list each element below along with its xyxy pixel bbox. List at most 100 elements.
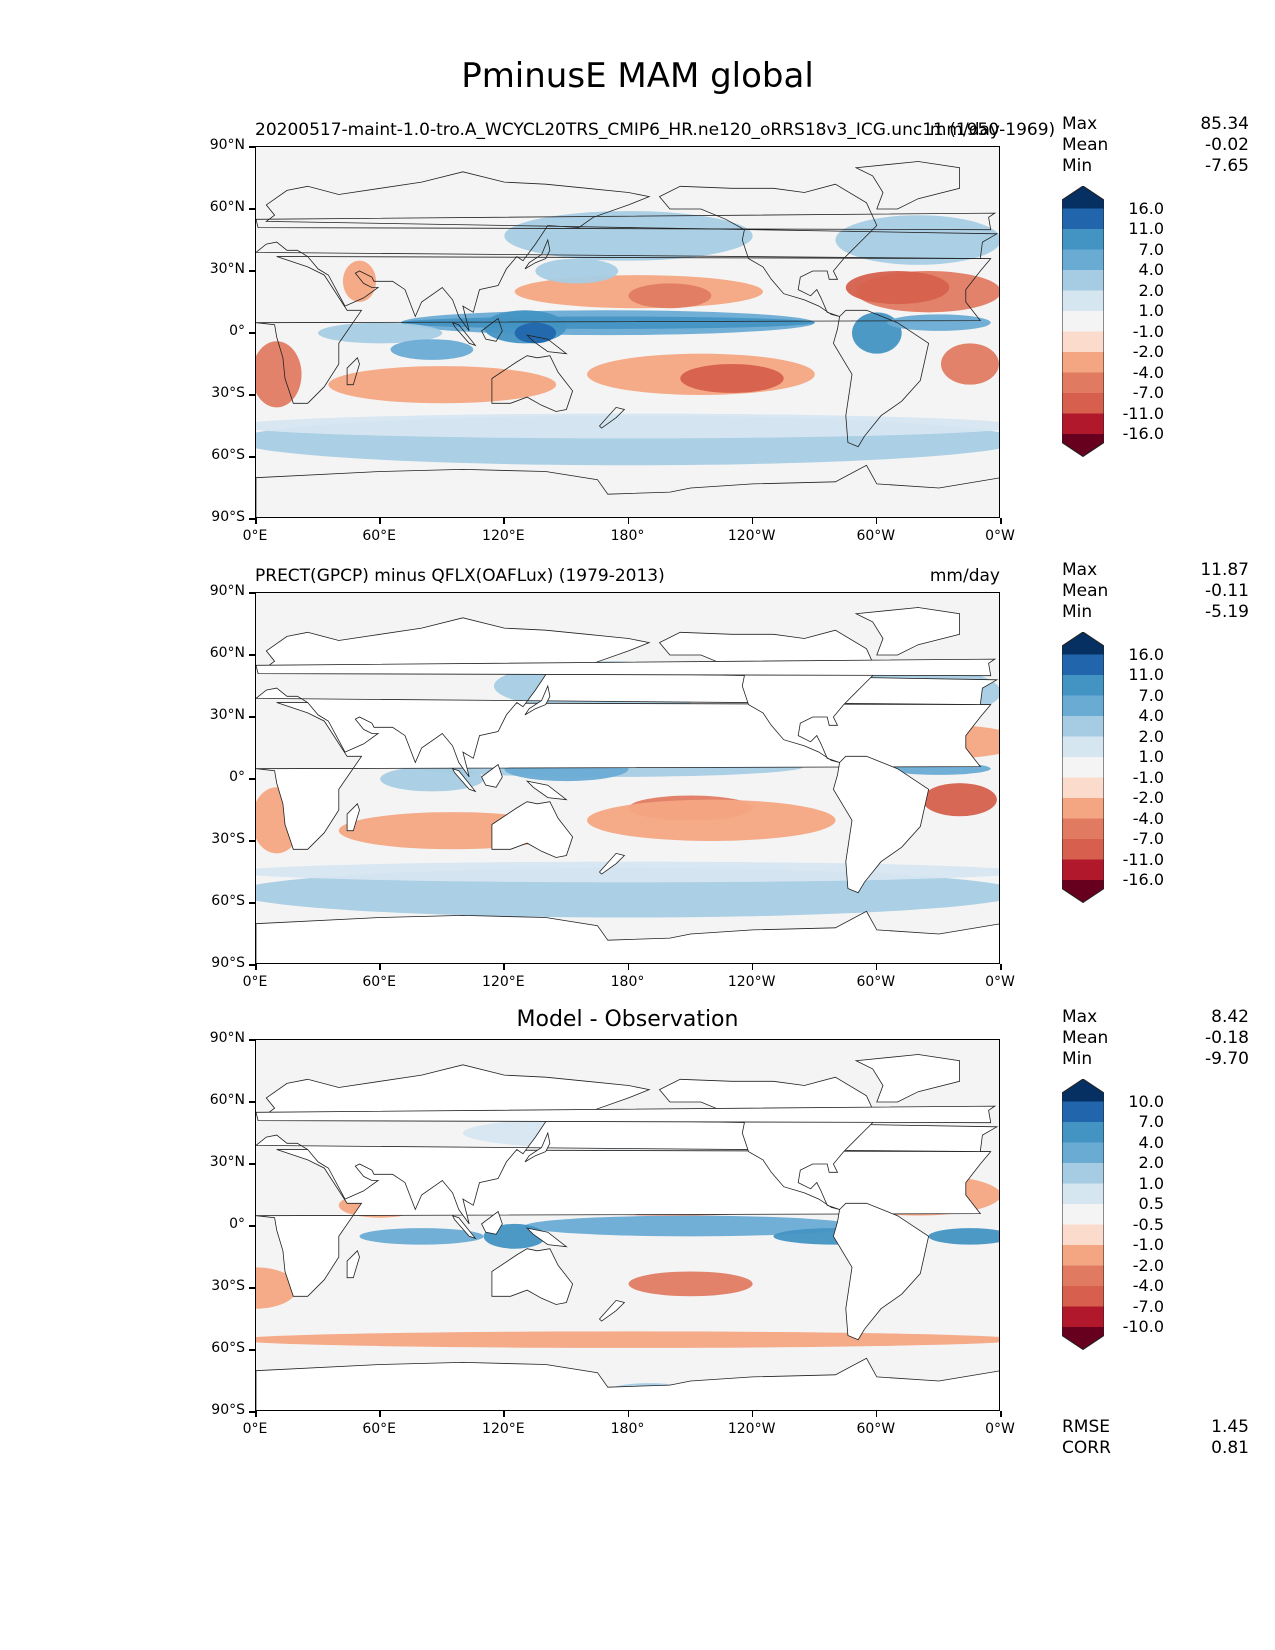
coastline-antarctica	[256, 464, 999, 517]
lat-tick	[249, 1163, 255, 1165]
field-contour	[628, 1271, 753, 1297]
lon-label: 0°E	[242, 1421, 268, 1437]
colorbar-swatch	[1062, 1079, 1104, 1102]
field-contour	[535, 258, 619, 284]
lon-label: 180°	[610, 528, 645, 544]
coastline-nz	[598, 852, 626, 875]
map-panel	[255, 146, 1000, 518]
lon-label: 120°E	[482, 528, 525, 544]
lon-tick	[1000, 1411, 1002, 1417]
lat-tick	[249, 394, 255, 396]
colorbar-swatch	[1062, 1142, 1104, 1163]
coastline-uk	[256, 658, 997, 677]
colorbar-tick-label: -16.0	[1122, 870, 1164, 889]
coastline-greenland	[854, 607, 960, 656]
field-contour	[342, 260, 377, 302]
lat-tick	[249, 208, 255, 210]
lon-label: 120°W	[727, 528, 776, 544]
lon-tick	[627, 1411, 629, 1417]
colorbar-tick-label: 4.0	[1138, 1132, 1164, 1152]
lon-tick	[255, 1411, 257, 1417]
lon-label: 0°W	[985, 1421, 1015, 1437]
colorbar-swatch	[1062, 434, 1104, 457]
lon-tick	[379, 518, 381, 524]
colorbar-tick-label: -2.0	[1132, 788, 1164, 807]
coastline-japan	[524, 1131, 551, 1163]
lon-label: 60°W	[856, 528, 896, 544]
field-contour	[680, 364, 784, 393]
coastline-madagascar	[346, 1250, 360, 1279]
colorbar-tick-label: 2.0	[1138, 280, 1164, 300]
lat-label: 90°N	[209, 1030, 245, 1046]
lat-tick	[249, 592, 255, 594]
lon-tick	[627, 518, 629, 524]
stat-value-max: 11.87	[1200, 560, 1249, 580]
colorbar-tick-label: 7.0	[1138, 239, 1164, 259]
colorbar-swatch	[1062, 311, 1104, 332]
coastline-madagascar	[346, 357, 360, 386]
lat-tick	[249, 1225, 255, 1227]
coastline-eurasia	[256, 171, 999, 332]
field-contour	[256, 341, 302, 408]
lat-tick	[249, 1349, 255, 1351]
stat-value-min: -9.70	[1205, 1049, 1249, 1069]
colorbar-swatch	[1062, 654, 1104, 675]
field-contour	[845, 271, 950, 305]
lat-tick	[249, 1039, 255, 1041]
figure-title: PminusE MAM global	[461, 56, 814, 96]
stat-label-min: Min	[1062, 1049, 1093, 1069]
stat-label-min: Min	[1062, 602, 1093, 622]
coastline-sumatra	[451, 322, 477, 347]
lon-label: 120°E	[482, 1421, 525, 1437]
lon-tick	[503, 518, 505, 524]
colorbar-swatch	[1062, 229, 1104, 250]
coastline-australia	[491, 801, 574, 858]
coastline-eurasia	[256, 1064, 999, 1225]
lat-tick	[249, 456, 255, 458]
stat-value-max: 8.42	[1211, 1007, 1249, 1027]
colorbar-tick-label: 7.0	[1138, 1112, 1164, 1131]
lat-label: 0°	[229, 769, 245, 785]
colorbar-tick-label: -1.0	[1132, 767, 1164, 787]
coastline-samerica	[832, 1202, 930, 1341]
colorbar-tick-label: 2.0	[1138, 1153, 1164, 1172]
colorbar-tick-label: -11.0	[1122, 403, 1164, 423]
coastline-uk	[256, 1105, 997, 1124]
coastline-greenland	[854, 161, 960, 210]
lat-tick	[249, 964, 255, 966]
colorbar-swatch	[1062, 1265, 1104, 1286]
colorbar-tick-label: 1.0	[1138, 747, 1164, 766]
coastline-nz	[598, 1299, 626, 1322]
coastline-greenland	[854, 1054, 960, 1103]
corr-value: 0.81	[1211, 1438, 1249, 1458]
coastline-nz	[598, 406, 626, 429]
panel-units: mm/day	[929, 120, 1000, 140]
stat-label-max: Max	[1062, 1007, 1098, 1027]
colorbar-swatch	[1062, 1204, 1104, 1225]
lon-tick	[875, 964, 878, 970]
stat-value-mean: -0.18	[1205, 1028, 1249, 1048]
lon-tick	[255, 964, 257, 970]
colorbar-swatch	[1062, 716, 1104, 737]
coastline-samerica	[832, 309, 930, 448]
colorbar-swatch	[1062, 695, 1104, 716]
lon-tick	[1000, 964, 1002, 970]
lat-label: 0°	[229, 1216, 245, 1232]
colorbar-swatch	[1062, 413, 1104, 434]
colorbar-swatch	[1062, 1286, 1104, 1307]
field-contour	[328, 366, 557, 404]
colorbar-swatch	[1062, 818, 1104, 839]
colorbar-tick-label: -11.0	[1122, 849, 1164, 869]
coastline-antarctica	[256, 910, 999, 963]
lat-tick	[249, 1411, 255, 1413]
stat-label-mean: Mean	[1062, 581, 1109, 601]
lon-tick	[751, 518, 754, 524]
coastline-borneo	[481, 1210, 503, 1235]
coastline-africa	[256, 256, 992, 404]
field-contour	[514, 322, 557, 344]
field-contour	[628, 283, 712, 309]
colorbar-tick-label: 11.0	[1128, 665, 1164, 684]
field-contour	[256, 1331, 999, 1348]
lat-tick	[249, 840, 255, 842]
lon-label: 60°W	[856, 974, 896, 990]
